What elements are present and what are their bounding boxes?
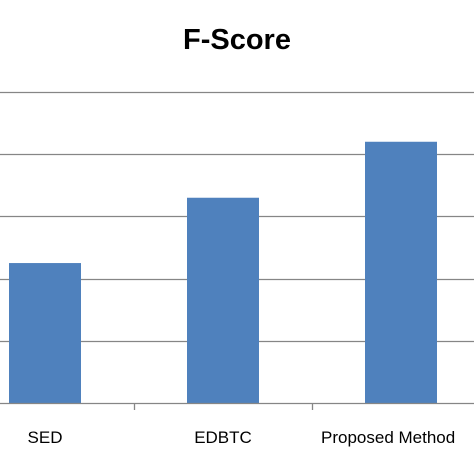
- bar-sed: [9, 263, 81, 403]
- x-tick-label: SED: [28, 428, 63, 447]
- bars: [9, 141, 437, 403]
- x-tick-label: EDBTC: [194, 428, 252, 447]
- x-tick-label: Proposed Method: [321, 428, 455, 447]
- x-tick-labels: SED EDBTC Proposed Method: [28, 428, 456, 447]
- chart-title: F-Score: [183, 24, 291, 56]
- bar-proposed-method: [365, 141, 437, 403]
- bar-edbtc: [187, 197, 259, 403]
- x-axis: [0, 402, 474, 410]
